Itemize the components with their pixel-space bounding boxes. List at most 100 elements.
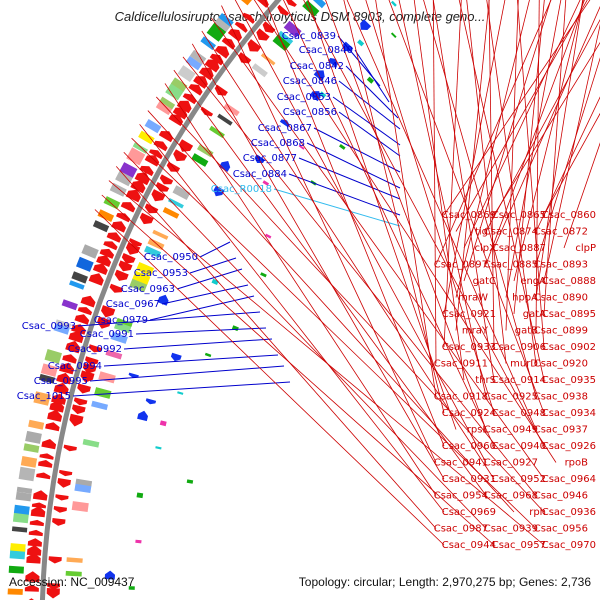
- forward-gene-arrow: [103, 241, 118, 251]
- label-leader-line: [253, 0, 557, 463]
- gene-label-csac-0987: Csac_0987: [434, 524, 488, 535]
- forward-gene-arrow: [88, 273, 104, 286]
- forward-gene-arrow: [71, 324, 86, 335]
- label-leader-line: [313, 127, 401, 173]
- gene-label-csac-0842: Csac_0842: [290, 61, 344, 72]
- reverse-gene-arrow: [82, 362, 97, 374]
- reverse-gene-arrow: [151, 189, 166, 202]
- reverse-gene-arrow: [121, 253, 136, 264]
- label-leader-line: [201, 30, 495, 480]
- cog-feature-outer: [18, 466, 36, 482]
- reverse-gene-arrow: [200, 106, 214, 117]
- label-leader-line: [149, 295, 255, 321]
- label-leader-line: [443, 0, 462, 348]
- cog-feature-outer: [23, 443, 40, 453]
- gene-labels: Csac_0839 Csac_0840 Csac_0842 Csac_0846 Csac…: [17, 31, 596, 551]
- label-leader-line: [466, 0, 507, 364]
- cog-feature-outer: [69, 280, 85, 290]
- cog-feature-outer: [119, 162, 138, 178]
- label-leader-line: [535, 0, 540, 331]
- cog-feature-outer: [159, 96, 175, 110]
- forward-gene-arrow: [29, 519, 44, 527]
- reverse-gene-arrow: [125, 242, 141, 255]
- gene-label-clpx: clpX: [475, 243, 497, 254]
- reverse-gene-arrow: [47, 583, 61, 590]
- cog-feature-inner: [98, 371, 116, 384]
- reverse-gene-arrow: [97, 316, 112, 329]
- cog-feature-inner: [191, 153, 209, 167]
- gene-label-csac-0992: Csac_0992: [68, 344, 122, 355]
- forward-gene-arrow: [111, 221, 126, 233]
- misc-feature-mark: [135, 539, 142, 544]
- gene-label-rpob: rpoB: [565, 458, 589, 469]
- misc-feature-mark: [159, 420, 167, 427]
- gene-label-csac-0950: Csac_0950: [144, 252, 198, 263]
- gene-label-csac-0877: Csac_0877: [243, 153, 297, 164]
- gene-label-csac-0933: Csac_0933: [442, 342, 496, 353]
- gene-label-csac-0865: Csac_0865: [492, 210, 546, 221]
- forward-gene-arrow: [153, 140, 168, 152]
- gene-label-csac-0872: Csac_0872: [534, 227, 588, 238]
- label-leader-line: [443, 0, 506, 315]
- forward-gene-arrow: [106, 232, 122, 243]
- gene-label-csac-0888: Csac_0888: [542, 276, 596, 287]
- gene-label-csac-0970: Csac_0970: [542, 540, 596, 551]
- label-leader-line: [388, 0, 545, 414]
- forward-gene-arrow: [139, 165, 154, 177]
- blue-feature-arrow: [218, 161, 231, 172]
- forward-gene-arrow: [28, 529, 43, 537]
- reverse-gene-arrow: [69, 413, 84, 427]
- forward-gene-arrow: [39, 453, 54, 460]
- forward-gene-arrow: [74, 314, 90, 325]
- misc-feature-mark: [339, 144, 346, 150]
- cog-feature-outer: [92, 220, 110, 233]
- label-leader-lines: [72, 0, 600, 546]
- label-leader-line: [543, 112, 600, 216]
- label-leader-line: [563, 142, 600, 249]
- cog-feature-outer: [44, 349, 62, 364]
- reverse-gene-arrow: [129, 238, 143, 247]
- label-leader-line: [493, 41, 600, 216]
- forward-gene-arrow: [172, 107, 188, 120]
- gene-label-csac-0839: Csac_0839: [282, 31, 336, 42]
- label-leader-line: [94, 209, 445, 546]
- reverse-gene-arrow: [101, 305, 116, 318]
- reverse-gene-arrow: [139, 212, 154, 225]
- label-leader-line: [211, 17, 545, 480]
- label-leader-line: [343, 0, 445, 414]
- genome-summary-text: Topology: circular; Length: 2,970,275 bp…: [298, 575, 591, 589]
- label-leader-line: [455, 0, 588, 232]
- cog-feature-inner: [272, 34, 291, 52]
- gene-label-csac-0856: Csac_0856: [283, 107, 337, 118]
- label-leader-line: [123, 151, 487, 529]
- label-leader-line: [535, 96, 600, 232]
- label-leader-line: [221, 5, 437, 463]
- gene-label-csac-0906: Csac_0906: [492, 342, 546, 353]
- forward-gene-arrow: [31, 502, 47, 509]
- cog-feature-outer: [33, 391, 51, 406]
- gene-label-csac-0895: Csac_0895: [542, 309, 596, 320]
- forward-gene-arrow: [59, 362, 75, 375]
- forward-gene-arrow: [47, 409, 63, 422]
- gene-label-csac-0897: Csac_0897: [434, 260, 488, 271]
- misc-feature-mark: [265, 233, 272, 239]
- cog-feature-inner: [217, 113, 233, 126]
- label-leader-line: [161, 284, 249, 305]
- misc-feature-mark: [298, 144, 305, 150]
- blue-feature-arrow: [137, 410, 148, 422]
- reverse-gene-arrow: [55, 494, 69, 501]
- gene-label-csac-0893: Csac_0893: [534, 260, 588, 271]
- forward-gene-arrow: [198, 67, 214, 81]
- gene-label-enga: engA: [520, 276, 546, 287]
- forward-gene-arrow: [120, 202, 136, 213]
- cog-feature-outer: [240, 0, 252, 6]
- label-leader-line: [115, 166, 437, 529]
- cog-feature-inner: [144, 245, 162, 258]
- gene-label-csac-0934: Csac_0934: [542, 408, 596, 419]
- forward-gene-arrow: [77, 307, 93, 316]
- forward-gene-arrow: [53, 382, 69, 395]
- gene-label-csac-0931: Csac_0931: [442, 474, 496, 485]
- forward-gene-arrow: [38, 460, 53, 468]
- label-leader-line: [505, 0, 519, 331]
- gene-label-murd: murD: [510, 359, 538, 370]
